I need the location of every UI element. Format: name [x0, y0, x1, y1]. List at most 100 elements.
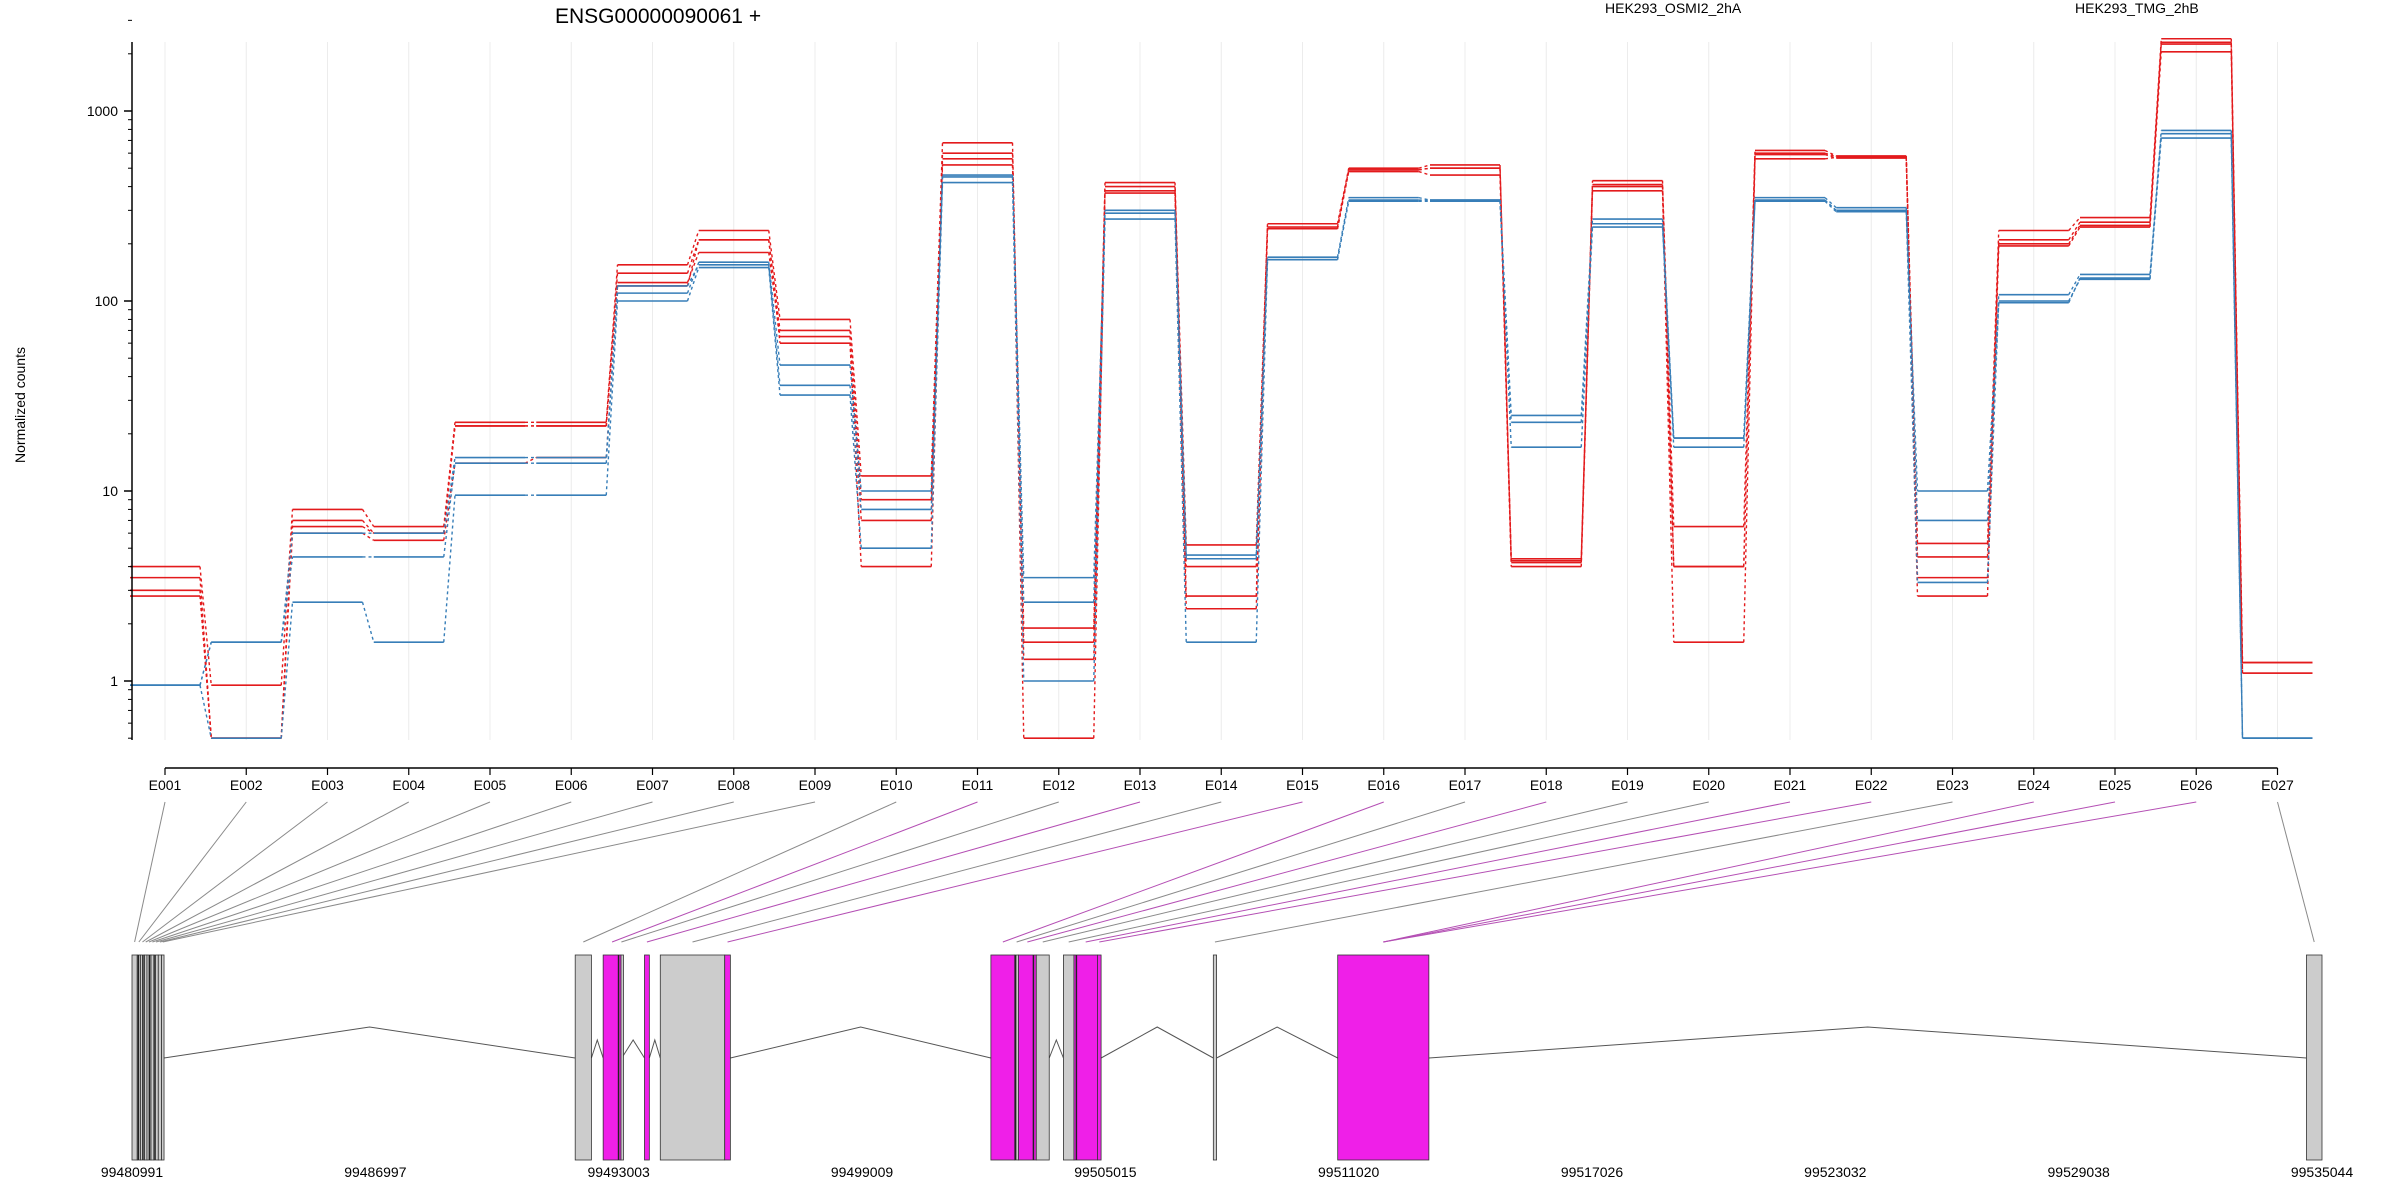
exon-bin-e027 [2306, 954, 2323, 1161]
series-connector [1743, 199, 1756, 448]
bin-connector [583, 801, 897, 943]
series-connector [1255, 259, 1269, 643]
intron-line [1216, 1026, 1338, 1059]
series-connector [1011, 175, 1025, 578]
series-connector [280, 602, 294, 739]
series-connector [443, 495, 456, 643]
plot-axes [131, 42, 2278, 769]
bin-connector-lines [134, 801, 2315, 943]
series-connector [1011, 176, 1025, 603]
x-tick-label: E024 [2017, 777, 2050, 793]
series-connector [849, 330, 862, 500]
bin-connector [1002, 801, 1384, 943]
bin-connector [1383, 801, 2197, 943]
exon-bin-e020 [1063, 954, 1075, 1161]
y-tick-label: 100 [95, 293, 119, 309]
x-tick-label: E025 [2099, 777, 2132, 793]
intron-line [1428, 1026, 2307, 1059]
exon-bin-e022 [1097, 954, 1102, 1161]
intron-line [621, 1039, 645, 1059]
coordinate-tick-label: 99529038 [2048, 1164, 2111, 1180]
exon-bin-e010 [574, 954, 592, 1161]
x-tick-label: E022 [1855, 777, 1888, 793]
y-tick-label: 1000 [87, 103, 118, 119]
genomic-coordinate-ticks: 99480991 99486997 99493003 99499009 99505015… [101, 1164, 2354, 1180]
series-connector [1661, 227, 1675, 439]
x-tick-label: E003 [311, 777, 344, 793]
series-connector [199, 566, 212, 686]
x-tick-label: E004 [392, 777, 425, 793]
intron-line [730, 1026, 992, 1059]
x-tick-label: E014 [1205, 777, 1238, 793]
series-connector [2068, 279, 2081, 302]
series-connector [1986, 294, 2000, 492]
bin-connector [148, 801, 491, 943]
bin-connector [138, 801, 247, 943]
exon-bin-e019 [1035, 954, 1050, 1161]
series-connector [2230, 133, 2244, 739]
series-connector [1986, 302, 2000, 521]
bin-connector [727, 801, 1303, 943]
series-connector [1499, 175, 1512, 567]
series-connector [768, 264, 781, 386]
series-connector [849, 319, 862, 477]
intron-line [590, 1038, 604, 1059]
series-connector [1418, 170, 1431, 176]
series-connector [2230, 138, 2244, 739]
intron-line [648, 1038, 661, 1059]
bin-connector [2277, 801, 2315, 943]
bin-connector [1085, 801, 1791, 943]
x-ticks: E001 E002 E003 E004 E005 E006 E007 E008 E009 E010… [149, 768, 2294, 793]
series-connector [1336, 201, 1350, 260]
coordinate-tick-label: 99480991 [101, 1164, 164, 1180]
bin-connector [1214, 801, 1953, 943]
y-ticks: 1 10 100 1000 [87, 19, 132, 739]
series-connector [1499, 199, 1512, 423]
bin-connector [611, 801, 978, 943]
series-connector [1499, 201, 1512, 448]
series-connector [605, 285, 619, 464]
bin-connector [155, 801, 653, 943]
bin-connector [1068, 801, 1709, 943]
series-connector [849, 385, 862, 510]
series-connector [443, 463, 456, 541]
legend-entry-tmg: HEK293_TMG_2hB [2075, 0, 2199, 16]
bin-connector [145, 801, 409, 943]
series-b [130, 137, 2313, 739]
y-tick-label: 10 [102, 483, 118, 499]
bin-connector [692, 801, 1222, 943]
series-connector [686, 239, 700, 287]
series-connector [1905, 210, 1919, 521]
x-tick-label: E012 [1042, 777, 1075, 793]
x-tick-label: E015 [1286, 777, 1319, 793]
exon-bin-e015 [724, 954, 731, 1161]
intron-line [1100, 1026, 1214, 1059]
series-connector [2068, 217, 2081, 231]
series-connector [605, 264, 619, 423]
exon-bin-e014 [659, 954, 726, 1161]
series-connector [199, 595, 212, 739]
series-connector [2068, 274, 2081, 295]
series-connector [1824, 199, 1837, 211]
series-connector [1336, 169, 1350, 229]
series-connector [1905, 207, 1919, 492]
series-connector [768, 230, 781, 320]
x-tick-label: E016 [1367, 777, 1400, 793]
coordinate-tick-label: 99511020 [1318, 1164, 1379, 1180]
legend-entry-osmi2: HEK293_OSMI2_2hA [1605, 0, 1742, 16]
x-tick-label: E018 [1530, 777, 1563, 793]
x-tick-label: E021 [1774, 777, 1807, 793]
bin-connector [162, 801, 816, 943]
bin-connector [134, 801, 166, 943]
x-tick-label: E007 [636, 777, 669, 793]
y-axis-label: Normalized counts [12, 347, 28, 463]
series-connector [2149, 130, 2162, 275]
x-tick-label: E019 [1611, 777, 1644, 793]
bin-connector [1027, 801, 1547, 943]
series-connector [1986, 300, 2000, 583]
x-gridlines [164, 42, 2278, 740]
bin-connector [142, 801, 328, 943]
series-connector [1824, 153, 1837, 159]
series-connector [1905, 211, 1919, 583]
intron-line [1048, 1038, 1064, 1059]
